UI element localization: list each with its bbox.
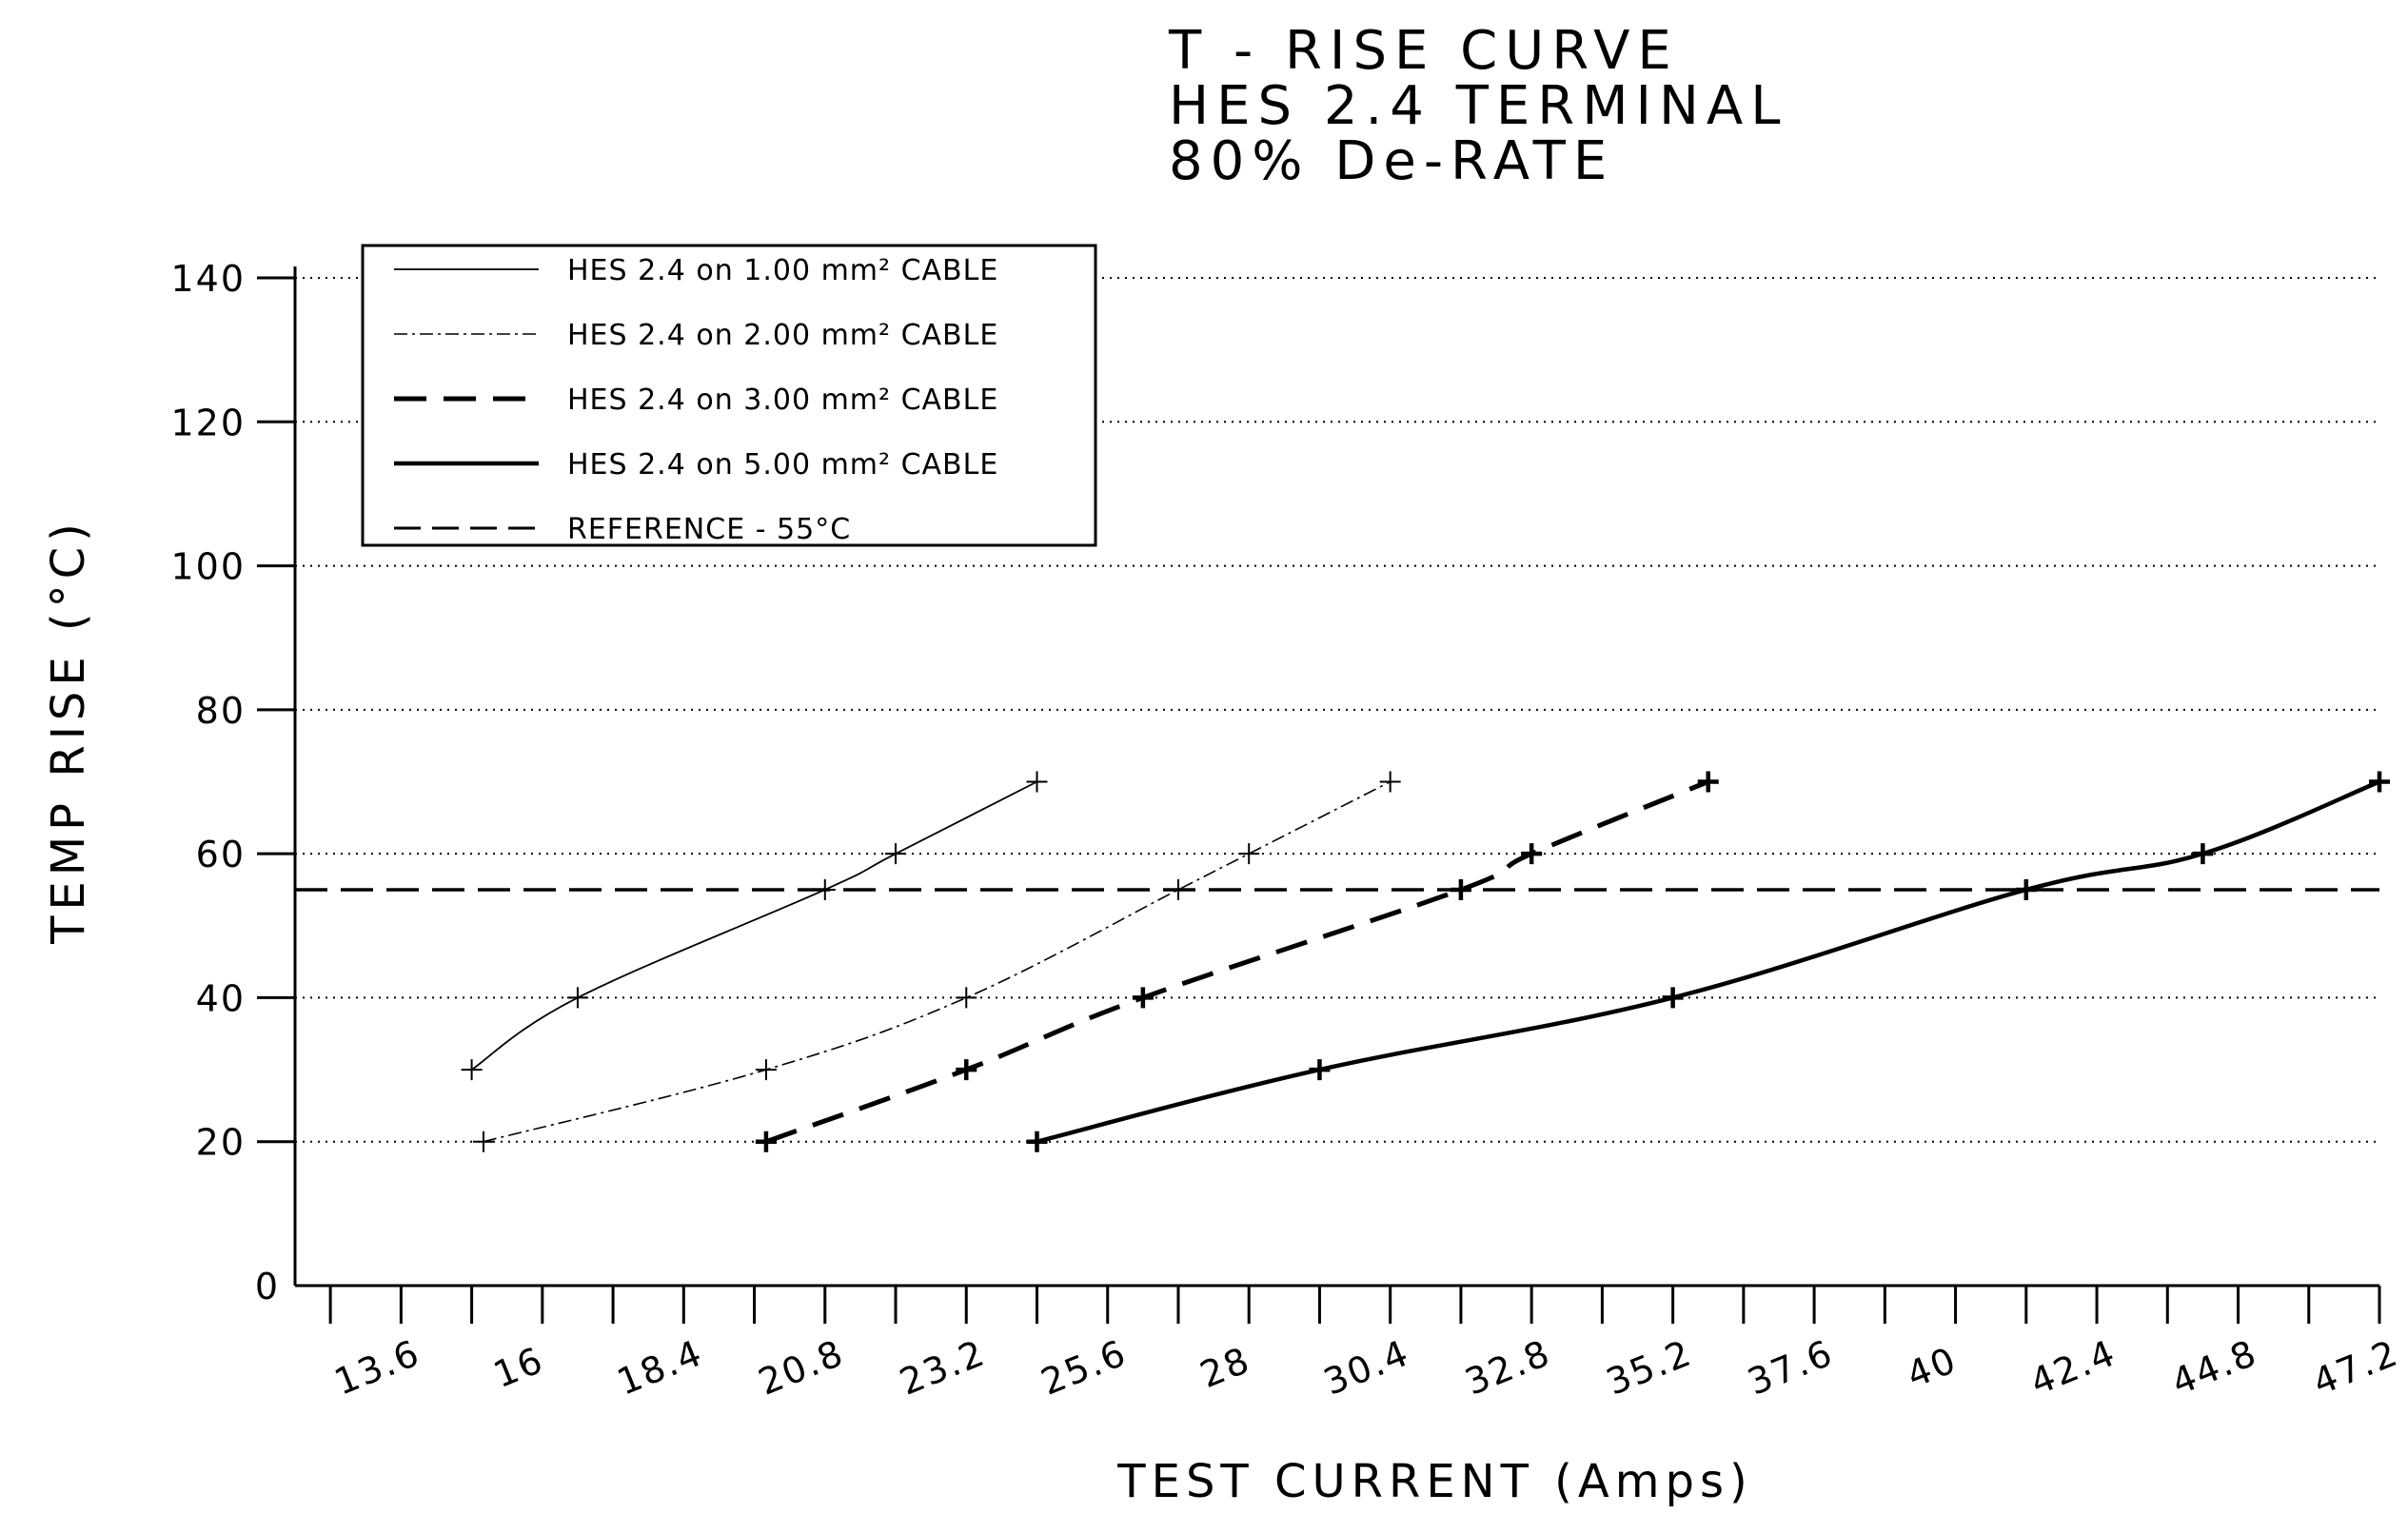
x-axis-title: TEST CURRENT (Amps): [1116, 1455, 1752, 1508]
data-point: [1697, 771, 1719, 793]
series-line: [1036, 779, 2380, 1144]
series-line: [471, 780, 1037, 1071]
data-series: [461, 771, 2390, 1152]
data-point: [1026, 771, 1048, 793]
data-point: [2015, 878, 2037, 900]
data-point: [885, 843, 907, 865]
legend-entry: REFERENCE - 55°C: [394, 513, 851, 546]
y-axis-ticks: 0 20 40 60 80 100 120 140: [170, 258, 295, 1308]
y-tick-label: 140: [170, 258, 246, 300]
x-tick-label: 28: [1194, 1339, 1256, 1396]
y-axis-title: TEMP RISE (°C): [42, 518, 95, 945]
data-point: [956, 1059, 977, 1081]
x-tick-label: 18.4: [611, 1331, 708, 1403]
x-tick-label: 37.6: [1742, 1331, 1839, 1403]
y-tick-label: 80: [196, 690, 246, 732]
data-point: [1238, 843, 1260, 865]
legend-label: HES 2.4 on 3.00 mm² CABLE: [567, 383, 998, 417]
legend-label: REFERENCE - 55°C: [567, 513, 851, 546]
chart-title: T - RISE CURVE HES 2.4 TERMINAL 80% De-R…: [1168, 20, 1787, 192]
data-point: [1662, 987, 1684, 1009]
title-line-1: T - RISE CURVE: [1168, 20, 1679, 82]
series-1: [461, 771, 1048, 1081]
x-tick-label: 32.8: [1459, 1331, 1556, 1403]
legend-box: [361, 244, 1097, 547]
legend-entry: HES 2.4 on 1.00 mm² CABLE: [394, 254, 998, 287]
x-axis-ticks: 13.6 16 18.4 20.8 23.2 25.6 28 30.4 32.8 35.2 37.6…: [328, 1286, 2404, 1404]
data-point: [755, 1131, 777, 1152]
x-tick-label: 47.2: [2307, 1331, 2404, 1403]
data-point: [814, 878, 836, 900]
legend-entry: HES 2.4 on 5.00 mm² CABLE: [394, 448, 998, 482]
series-3: [755, 771, 1719, 1152]
legend-entry: HES 2.4 on 2.00 mm² CABLE: [394, 319, 998, 352]
legend-label: HES 2.4 on 5.00 mm² CABLE: [567, 448, 998, 482]
x-tick-label: 23.2: [894, 1331, 991, 1403]
series-line: [483, 780, 1392, 1143]
data-point: [2192, 843, 2214, 865]
data-point: [461, 1059, 483, 1081]
gridlines: [295, 277, 2379, 1143]
y-tick-label: 20: [196, 1122, 246, 1164]
y-tick-label: 60: [196, 834, 246, 875]
data-point: [755, 1059, 777, 1081]
data-point: [566, 987, 588, 1009]
title-line-2: HES 2.4 TERMINAL: [1169, 75, 1787, 137]
axes: [293, 266, 2379, 1288]
data-point: [1167, 878, 1189, 900]
x-tick-label: 42.4: [2024, 1331, 2122, 1403]
data-point: [1450, 878, 1471, 900]
legend-label: HES 2.4 on 2.00 mm² CABLE: [567, 319, 998, 352]
x-tick-label: 20.8: [753, 1331, 850, 1403]
x-tick-label: 30.4: [1318, 1331, 1415, 1403]
x-tick-label: 16: [487, 1339, 549, 1396]
data-point: [1026, 1131, 1048, 1152]
legend-label: HES 2.4 on 1.00 mm² CABLE: [567, 254, 998, 287]
x-tick-label: 25.6: [1036, 1331, 1133, 1403]
y-tick-label: 120: [170, 402, 246, 443]
data-point: [1521, 843, 1543, 865]
x-tick-label: 35.2: [1601, 1331, 1698, 1403]
series-4: [1026, 771, 2390, 1152]
series-2: [472, 771, 1401, 1152]
series-line: [765, 779, 1709, 1145]
x-tick-label: 40: [1901, 1339, 1963, 1396]
data-point: [956, 987, 977, 1009]
data-point: [2369, 771, 2390, 793]
data-point: [1309, 1059, 1331, 1081]
x-tick-label: 44.8: [2165, 1331, 2262, 1403]
data-point: [1132, 987, 1154, 1009]
x-tick-label: 13.6: [328, 1331, 425, 1403]
legend: HES 2.4 on 1.00 mm² CABLE HES 2.4 on 2.00…: [361, 244, 1097, 547]
legend-entry: HES 2.4 on 3.00 mm² CABLE: [394, 383, 998, 417]
y-tick-label: 0: [255, 1266, 280, 1308]
y-tick-label: 40: [196, 977, 246, 1019]
data-point: [472, 1131, 494, 1152]
title-line-3: 80% De-RATE: [1169, 130, 1614, 192]
y-tick-label: 100: [170, 546, 246, 588]
data-point: [1379, 771, 1401, 793]
